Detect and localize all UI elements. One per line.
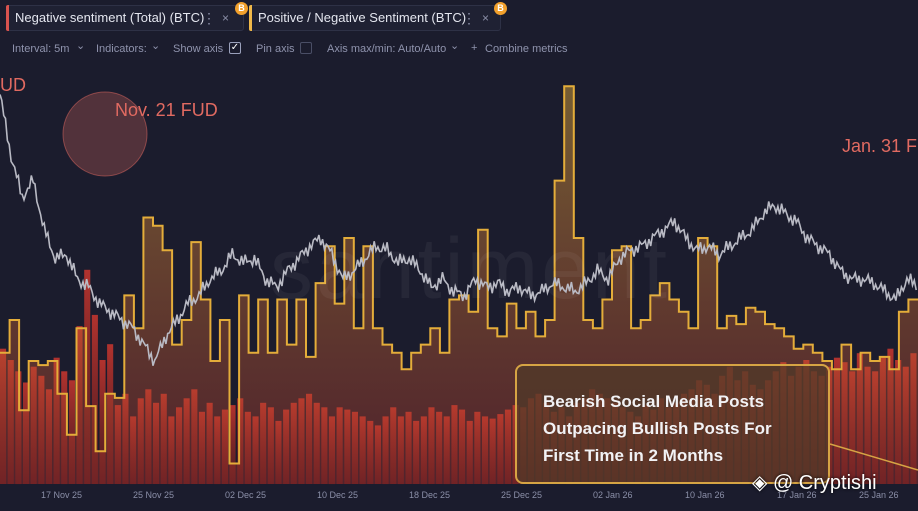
x-tick-label: 17 Jan 26 xyxy=(777,490,817,500)
negative-sentiment-bar xyxy=(68,380,75,484)
x-axis: 17 Nov 25 25 Nov 25 02 Dec 25 10 Dec 25 … xyxy=(0,487,918,511)
tab-accent xyxy=(6,5,9,31)
x-tick-label: 17 Nov 25 xyxy=(41,490,83,500)
x-tick-label: 25 Nov 25 xyxy=(133,490,175,500)
jan31-annotation: Jan. 31 F xyxy=(842,136,918,156)
more-options-icon[interactable]: ⋮ xyxy=(462,10,476,26)
pin-axis-label: Pin axis xyxy=(256,43,295,55)
callout-line-2: Outpacing Bullish Posts For xyxy=(543,419,772,438)
show-axis-checkbox[interactable]: ✓ xyxy=(229,42,241,54)
tab-negative-sentiment[interactable]: Negative sentiment (Total) (BTC) ⋮ × B xyxy=(6,2,248,31)
negative-sentiment-bar xyxy=(91,314,98,484)
chevron-down-icon[interactable]: ⌄ xyxy=(76,40,86,52)
callout-line-3: First Time in 2 Months xyxy=(543,446,724,465)
more-options-icon[interactable]: ⋮ xyxy=(202,10,216,26)
x-tick-label: 10 Jan 26 xyxy=(685,490,725,500)
close-icon[interactable]: × xyxy=(482,11,490,25)
x-tick-label: 18 Dec 25 xyxy=(409,490,451,500)
nov21-highlight-circle xyxy=(62,91,148,177)
interval-selector[interactable]: Interval: 5m xyxy=(12,43,70,55)
tab-label: Negative sentiment (Total) (BTC) xyxy=(15,10,205,25)
metrics-tab-bar: Negative sentiment (Total) (BTC) ⋮ × B P… xyxy=(0,0,918,34)
left-annotation: UD xyxy=(0,75,26,95)
price-series xyxy=(0,94,917,366)
negative-sentiment-bar xyxy=(229,405,236,484)
callout-box: Bearish Social Media Posts Outpacing Bul… xyxy=(515,364,830,484)
positive-negative-series xyxy=(0,85,918,465)
pin-axis-checkbox[interactable] xyxy=(300,42,312,54)
chart-toolbar: Interval: 5m ⌄ Indicators: ⌄ Show axis ✓… xyxy=(0,38,918,60)
x-tick-label: 02 Jan 26 xyxy=(593,490,633,500)
chevron-down-icon[interactable]: ⌄ xyxy=(450,40,460,52)
tab-label: Positive / Negative Sentiment (BTC) xyxy=(258,10,467,25)
x-tick-label: 10 Dec 25 xyxy=(317,490,359,500)
x-tick-label: 25 Dec 25 xyxy=(501,490,543,500)
indicators-menu[interactable]: Indicators: xyxy=(96,43,147,55)
callout-line-1: Bearish Social Media Posts xyxy=(543,392,765,411)
nov21-annotation: Nov. 21 FUD xyxy=(115,100,218,120)
author-credit: ◈ @ Cryptishi xyxy=(752,472,877,494)
santiment-watermark: santiment xyxy=(270,221,670,317)
callout-pointer xyxy=(829,443,918,471)
x-tick-label: 25 Jan 26 xyxy=(859,490,899,500)
btc-badge-icon: B xyxy=(235,2,248,15)
negative-sentiment-bar xyxy=(84,269,91,484)
axis-maxmin-selector[interactable]: Axis max/min: Auto/Auto xyxy=(327,43,447,55)
show-axis-label: Show axis xyxy=(173,43,224,55)
combine-metrics-button[interactable]: Combine metrics xyxy=(485,43,568,55)
plus-icon[interactable]: + xyxy=(471,42,478,54)
btc-badge-icon: B xyxy=(494,2,507,15)
chevron-down-icon[interactable]: ⌄ xyxy=(151,40,161,52)
close-icon[interactable]: × xyxy=(222,11,230,25)
negative-sentiment-bar xyxy=(99,360,106,484)
tab-positive-negative-sentiment[interactable]: Positive / Negative Sentiment (BTC) ⋮ × … xyxy=(249,2,507,31)
x-tick-label: 02 Dec 25 xyxy=(225,490,267,500)
tab-accent xyxy=(249,5,252,31)
